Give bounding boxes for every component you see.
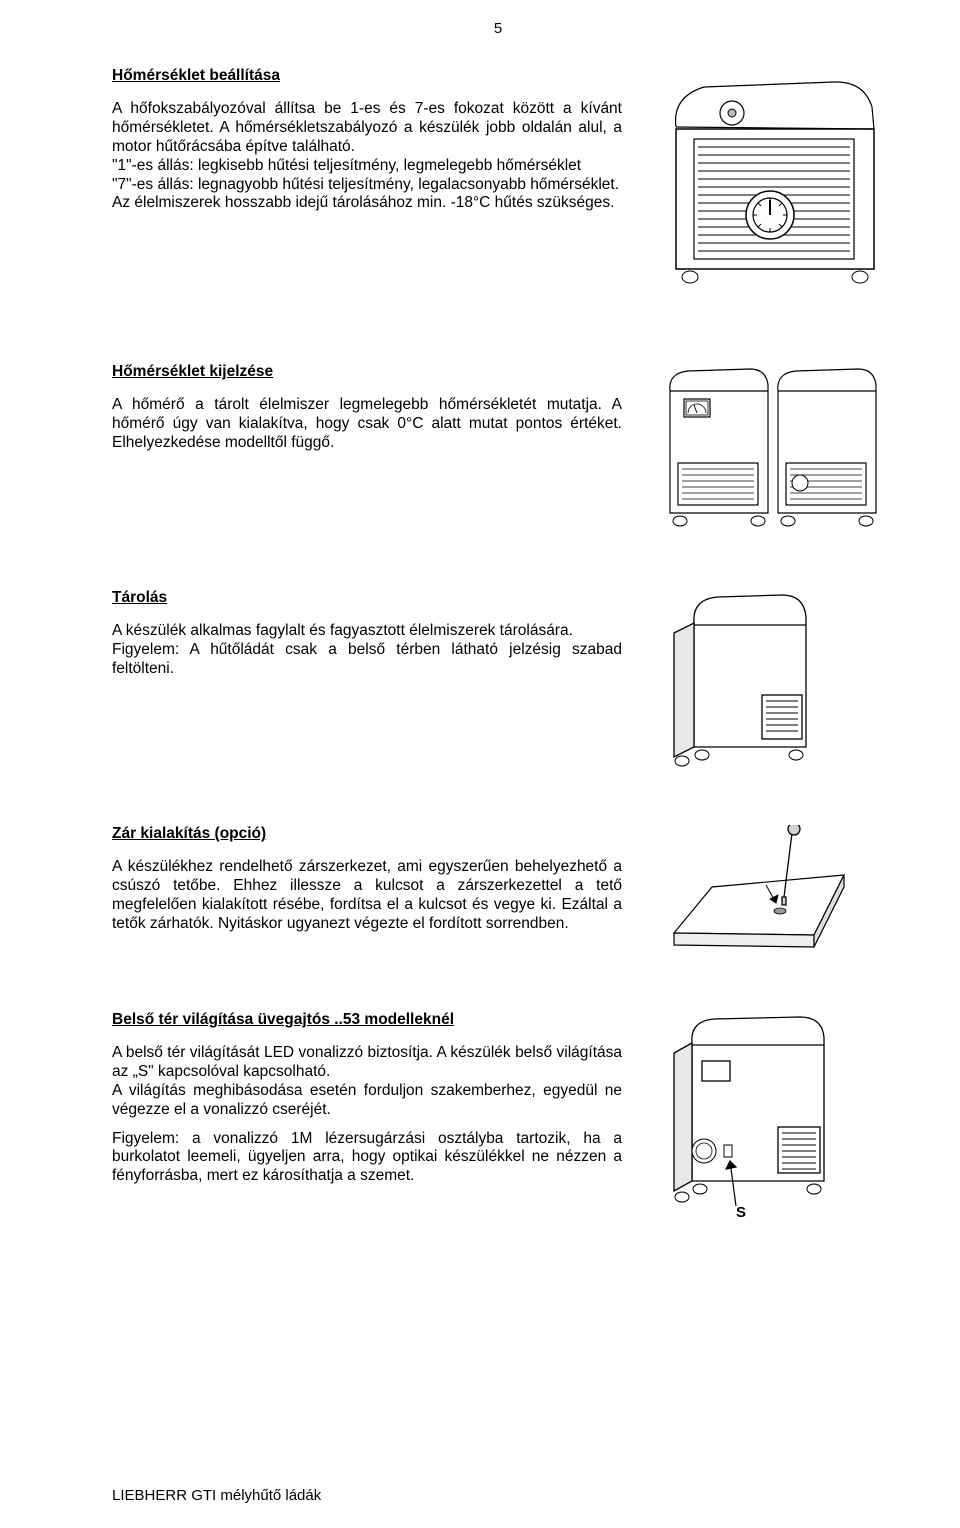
figure-storage <box>664 589 884 769</box>
body-text: A készülékhez rendelhető zárszerkezet, a… <box>112 858 622 934</box>
figure-lock-option <box>664 825 884 955</box>
section-text: Belső tér világítása üvegajtós ..53 mode… <box>112 1011 622 1196</box>
appliance-lock-illustration <box>664 825 854 955</box>
appliance-dial-illustration <box>664 67 884 307</box>
body-text-warning: Figyelem: a vonalizzó 1M lézersugárzási … <box>112 1130 622 1187</box>
section-text: Hőmérséklet beállítása A hőfokszabályozó… <box>112 67 622 223</box>
heading-lock-option: Zár kialakítás (opció) <box>112 825 622 844</box>
body-text: A belső tér világítását LED vonalizzó bi… <box>112 1044 622 1120</box>
section-text: Hőmérséklet kijelzése A hőmérő a tárolt … <box>112 363 622 463</box>
section-interior-light: Belső tér világítása üvegajtós ..53 mode… <box>112 1011 884 1221</box>
heading-temperature-display: Hőmérséklet kijelzése <box>112 363 622 382</box>
body-text: A hőfokszabályozóval állítsa be 1-es és … <box>112 100 622 213</box>
body-text: A hőmérő a tárolt élelmiszer legmelegebb… <box>112 396 622 453</box>
footer-text: LIEBHERR GTI mélyhűtő ládák <box>112 1487 321 1504</box>
svg-text:S: S <box>736 1204 746 1221</box>
figure-temperature-display <box>664 363 884 533</box>
document-page: 5 Hőmérséklet beállítása A hőfokszabályo… <box>0 0 960 1528</box>
heading-storage: Tárolás <box>112 589 622 608</box>
figure-temperature-setting <box>664 67 884 307</box>
body-text: A készülék alkalmas fagylalt és fagyaszt… <box>112 622 622 679</box>
appliance-light-illustration: S <box>664 1011 834 1221</box>
figure-interior-light: S <box>664 1011 884 1221</box>
appliance-thermometer-illustration-a <box>664 363 772 533</box>
appliance-storage-illustration <box>664 589 814 769</box>
heading-temperature-setting: Hőmérséklet beállítása <box>112 67 622 86</box>
section-temperature-setting: Hőmérséklet beállítása A hőfokszabályozó… <box>112 67 884 307</box>
section-temperature-display: Hőmérséklet kijelzése A hőmérő a tárolt … <box>112 363 884 533</box>
page-number: 5 <box>112 20 884 37</box>
heading-interior-light: Belső tér világítása üvegajtós ..53 mode… <box>112 1011 622 1030</box>
section-storage: Tárolás A készülék alkalmas fagylalt és … <box>112 589 884 769</box>
section-text: Tárolás A készülék alkalmas fagylalt és … <box>112 589 622 689</box>
section-text: Zár kialakítás (opció) A készülékhez ren… <box>112 825 622 944</box>
section-lock-option: Zár kialakítás (opció) A készülékhez ren… <box>112 825 884 955</box>
appliance-thermometer-illustration-b <box>772 363 880 533</box>
